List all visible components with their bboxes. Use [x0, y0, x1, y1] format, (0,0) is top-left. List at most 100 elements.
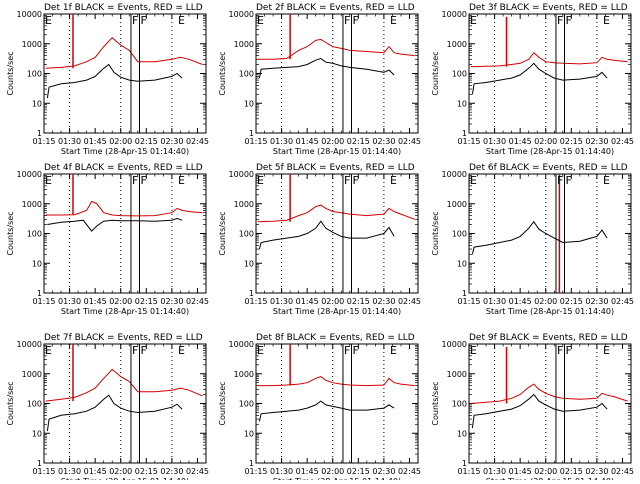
detector-panel-8: Det 8f BLACK = Events, RED = LLD 1 10 100 10…: [218, 333, 421, 484]
x-tick-label: 01:30: [270, 467, 293, 476]
marker-label: F: [352, 344, 358, 357]
y-tick-label: 100: [452, 400, 467, 409]
series-line-lld: [257, 376, 415, 387]
x-tick-label: 01:15: [32, 297, 55, 306]
x-tick-label: 02:00: [534, 297, 557, 306]
marker-label: F: [557, 174, 563, 187]
x-tick-label: 02:00: [534, 137, 557, 146]
y-tick-label: 10: [457, 99, 467, 108]
plot-frame: [255, 343, 419, 464]
y-axis-label: Counts/sec: [431, 51, 440, 95]
x-tick-label: 01:15: [457, 137, 480, 146]
marker-label: E: [257, 344, 264, 357]
x-tick-label: 02:00: [109, 137, 132, 146]
y-tick-label: 100: [27, 230, 42, 239]
plot-frame: [468, 13, 632, 134]
x-tick-label: 02:30: [585, 137, 608, 146]
plot-frame: [43, 13, 207, 134]
y-tick-label: 10000: [442, 170, 467, 179]
x-axis-label: Start Time (28-Apr-15 01:14:40): [61, 307, 189, 316]
marker-label: F: [132, 344, 138, 357]
y-tick-label: 1000: [22, 200, 42, 209]
x-tick-label: 02:15: [347, 137, 370, 146]
marker-label: F: [352, 14, 358, 27]
x-tick-label: 02:30: [372, 467, 395, 476]
panel-title: Det 4f BLACK = Events, RED = LLD: [44, 163, 203, 173]
x-tick-label: 02:15: [135, 297, 158, 306]
y-tick-label: 100: [27, 400, 42, 409]
marker-label: E: [470, 344, 477, 357]
y-tick-label: 10000: [17, 10, 42, 19]
series-line-lld: [470, 51, 628, 68]
panel-title: Det 5f BLACK = Events, RED = LLD: [256, 163, 415, 173]
marker-label: E: [178, 344, 185, 357]
marker-label: F: [132, 14, 138, 27]
x-axis-label: Start Time (28-Apr-15 01:14:40): [486, 307, 614, 316]
y-tick-label: 1: [462, 129, 467, 138]
detector-panel-4: Det 4f BLACK = Events, RED = LLD 1 10 100 10…: [6, 163, 209, 316]
x-tick-label: 02:15: [347, 297, 370, 306]
x-tick-label: 02:30: [372, 137, 395, 146]
series-line-lld: [257, 38, 415, 60]
marker-label: F: [557, 14, 563, 27]
marker-label: F: [344, 344, 350, 357]
x-tick-label: 01:30: [483, 467, 506, 476]
panel-title: Det 1f BLACK = Events, RED = LLD: [44, 3, 203, 13]
x-tick-label: 02:30: [160, 467, 183, 476]
x-tick-label: 02:45: [186, 467, 209, 476]
marker-label: E: [603, 344, 610, 357]
x-tick-label: 01:45: [509, 137, 532, 146]
y-axis-label: Counts/sec: [431, 211, 440, 255]
y-tick-label: 100: [239, 230, 254, 239]
x-tick-label: 02:45: [186, 137, 209, 146]
x-tick-label: 02:45: [611, 297, 634, 306]
marker-label: E: [470, 174, 477, 187]
x-tick-label: 02:30: [160, 137, 183, 146]
marker-label: E: [257, 14, 264, 27]
marker-label: E: [390, 344, 397, 357]
x-tick-label: 02:15: [560, 137, 583, 146]
x-tick-label: 02:00: [534, 467, 557, 476]
y-tick-label: 1: [249, 129, 254, 138]
x-tick-label: 02:45: [611, 137, 634, 146]
y-tick-label: 10: [244, 99, 254, 108]
y-tick-label: 10000: [229, 170, 254, 179]
y-tick-label: 1000: [447, 200, 467, 209]
y-tick-label: 10: [244, 429, 254, 438]
y-tick-label: 10000: [17, 340, 42, 349]
panel-title: Det 6f BLACK = Events, RED = LLD: [469, 163, 628, 173]
x-tick-label: 02:00: [109, 467, 132, 476]
marker-label: E: [45, 174, 52, 187]
series-line-events: [258, 220, 395, 250]
x-axis-label: Start Time (28-Apr-15 01:14:40): [273, 147, 401, 156]
plot-frame: [255, 13, 419, 134]
y-tick-label: 10: [457, 429, 467, 438]
y-tick-label: 1000: [22, 370, 42, 379]
series-line-events: [258, 57, 395, 79]
plot-frame: [468, 343, 632, 464]
y-tick-label: 100: [27, 70, 42, 79]
series-line-events: [47, 217, 183, 232]
y-tick-label: 10000: [442, 340, 467, 349]
y-tick-label: 10000: [442, 10, 467, 19]
series-line-lld: [257, 204, 415, 223]
y-tick-label: 1000: [234, 40, 254, 49]
x-tick-label: 02:30: [160, 297, 183, 306]
panel-title: Det 8f BLACK = Events, RED = LLD: [256, 333, 415, 343]
marker-label: E: [390, 14, 397, 27]
x-tick-label: 01:30: [58, 137, 81, 146]
x-tick-label: 02:15: [135, 467, 158, 476]
marker-label: F: [565, 174, 571, 187]
y-tick-label: 1: [37, 289, 42, 298]
x-tick-label: 01:30: [270, 297, 293, 306]
marker-label: F: [344, 14, 350, 27]
series-line-events: [46, 63, 183, 99]
x-tick-label: 01:15: [457, 467, 480, 476]
x-tick-label: 02:45: [398, 137, 421, 146]
y-axis-label: Counts/sec: [218, 211, 227, 255]
y-tick-label: 1000: [234, 370, 254, 379]
x-tick-label: 01:30: [483, 137, 506, 146]
marker-label: E: [603, 174, 610, 187]
y-tick-label: 1: [37, 129, 42, 138]
